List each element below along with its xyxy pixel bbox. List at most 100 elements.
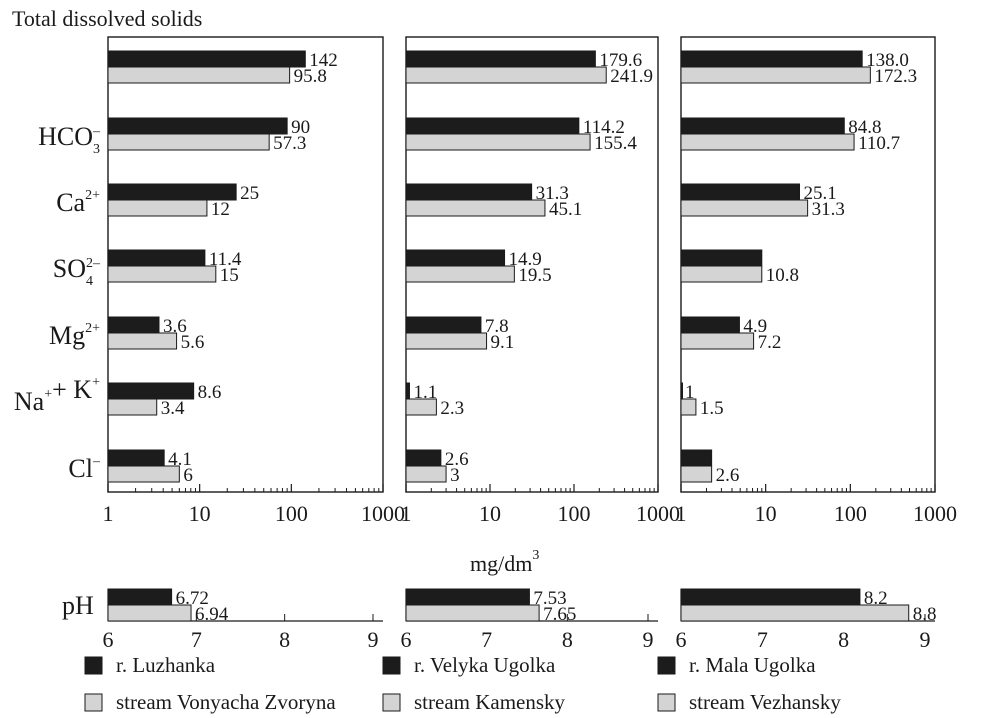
bar-light [680,398,697,416]
bar-dark [680,50,863,68]
bar-value-label: 8.6 [198,382,222,403]
x-tick-label: 1 [103,501,114,526]
ph-value-label: 8.8 [913,604,937,625]
ph-value-label: 8.2 [864,588,888,609]
bar-value-label: 11.4 [209,249,242,270]
bar-dark [405,249,506,267]
ph-value-label: 7.65 [543,604,576,625]
bar-value-label: 1.1 [413,382,437,403]
bar-light [405,66,607,84]
ph-tick-label: 9 [643,627,654,652]
legend-label: r. Mala Ugolka [689,653,816,677]
x-tick-label: 100 [275,501,308,526]
legend-swatch [382,656,401,675]
bar-dark [107,449,165,467]
bar-value-label: 3.6 [163,316,187,337]
x-tick-label: 100 [834,501,867,526]
bar-value-label: 138.0 [866,50,909,71]
bar-value-label: 3.4 [161,398,185,419]
ph-tick-label: 8 [838,627,849,652]
bar-value-label: 6 [183,465,193,486]
bar-value-label: 10.8 [766,265,799,286]
chart-panel-3: 1 10 100 1000 138.0 84.8 25.1 4.9 1 172.3 110.7 31.… [676,36,957,652]
x-tick-label: 1000 [913,501,957,526]
bar-value-label: 19.5 [518,265,551,286]
ph-tick-label: 7 [757,627,768,652]
bar-dark [680,382,683,400]
bar-dark [405,117,580,135]
ph-tick-label: 6 [401,627,412,652]
bar-value-label: 9.1 [491,332,515,353]
bar-value-label: 1.5 [700,398,724,419]
bar-light [405,133,591,151]
bar-value-label: 45.1 [549,199,582,220]
bar-value-label: 4.1 [168,449,192,470]
bar-light [107,199,208,217]
bar-dark [405,316,482,334]
bar-value-label: 4.9 [743,316,767,337]
bar-dark [680,449,713,467]
row-labels: HCO3– Ca2+ SO42– Mg2+ Na++ K+ Cl– [14,122,101,483]
panels: 1 10 100 1000142902511.43.68.64.195.857.312… [103,36,957,652]
row-label: Mg2+ [49,321,100,350]
ph-bar-light [107,604,192,622]
x-tick-label: 1 [676,501,687,526]
ph-tick-label: 6 [103,627,114,652]
bar-light [680,265,763,283]
bar-value-label: 2.6 [445,449,469,470]
legend-swatch [382,693,401,712]
ph-tick-label: 6 [676,627,687,652]
bar-value-label: 25.1 [804,183,837,204]
bar-dark [107,316,160,334]
ph-tick-label: 8 [279,627,290,652]
bar-value-label: 2.6 [716,465,740,486]
ph-bar-dark [107,588,173,606]
bar-value-label: 95.8 [294,66,327,87]
x-tick-label: 10 [189,501,211,526]
chart-title: Total dissolved solids [12,6,202,31]
bar-value-label: 1 [685,382,695,403]
bar-value-label: 84.8 [848,117,881,138]
bar-light [107,332,178,350]
bar-value-label: 7.2 [758,332,782,353]
legend-swatch [657,693,676,712]
row-label: Na++ K+ [14,375,100,416]
bar-value-label: 155.4 [594,133,637,154]
ph-value-label: 6.94 [195,604,229,625]
legend: r. Luzhanka stream Vonyacha Zvoryna r. Vel… [84,653,841,714]
bar-dark [107,117,288,135]
bar-value-label: 114.2 [583,117,625,138]
x-tick-label: 100 [558,501,591,526]
bar-light [680,199,809,217]
bar-dark [107,50,306,68]
legend-label: stream Kamensky [414,690,566,714]
bar-value-label: 15 [220,265,239,286]
legend-group-2: r. Velyka Ugolka stream Kamensky [382,653,566,714]
bar-dark [680,183,801,201]
bar-value-label: 25 [240,183,259,204]
ph-tick-label: 8 [562,627,573,652]
x-tick-label: 1000 [361,501,405,526]
ph-tick-label: 7 [481,627,492,652]
ph-tick-label: 9 [920,627,931,652]
ph-label: pH [62,591,94,620]
bar-value-label: 110.7 [858,133,900,154]
bar-value-label: 14.9 [509,249,542,270]
ph-value-label: 6.72 [176,588,209,609]
row-label: SO42– [53,254,101,289]
row-label: Cl– [68,454,101,483]
ph-panel-1: 6 7 8 9 6.726.94 [103,588,383,652]
bar-light [680,332,755,350]
ph-bar-dark [680,588,861,606]
bar-dark [405,449,442,467]
ph-value-label: 7.53 [533,588,566,609]
bar-value-label: 179.6 [599,50,642,71]
ph-bar-light [405,604,540,622]
bar-value-label: 5.6 [181,332,205,353]
bar-light [405,465,447,483]
ph-bar-light [680,604,910,622]
chart-panel-1: 1 10 100 1000 142 90 25 11.4 3.6 8.6 4.1 95.8 57.3 12… [103,36,405,652]
legend-swatch [657,656,676,675]
bar-dark [107,382,195,400]
